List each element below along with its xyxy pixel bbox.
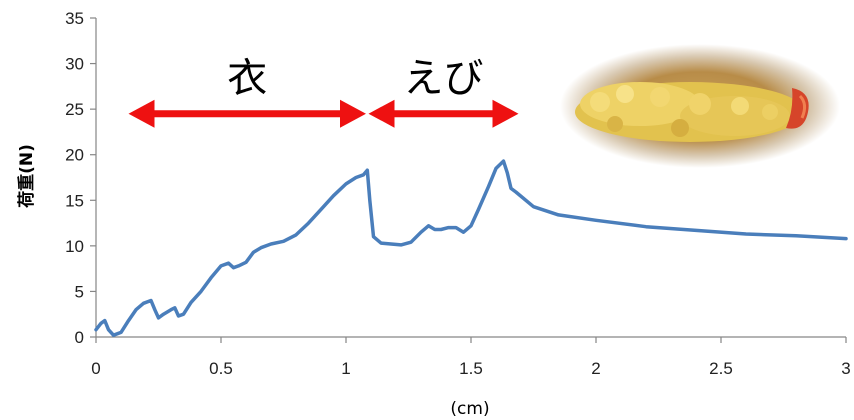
y-tick-label: 0 [75, 328, 84, 347]
y-tick-label: 5 [75, 282, 84, 301]
y-tick-label: 35 [65, 9, 84, 28]
x-axis-title: (cm) [450, 399, 489, 419]
y-tick-label: 15 [65, 191, 84, 210]
range-label: えび [404, 56, 484, 102]
range-label: 衣 [227, 56, 267, 102]
x-tick-label: 0.5 [209, 359, 233, 378]
x-tick-label: 2.5 [709, 359, 733, 378]
arrow-head-right [340, 99, 366, 128]
arrow-head-left [368, 99, 395, 128]
data-series-line [94, 159, 848, 337]
y-axis-title: 荷重(N) [16, 144, 37, 208]
x-tick-label: 1.5 [459, 359, 483, 378]
y-tick-label: 10 [65, 237, 84, 256]
x-tick-label: 1 [341, 359, 350, 378]
tempura-photo [560, 44, 840, 168]
x-tick-label: 2 [591, 359, 600, 378]
x-tick-label: 0 [91, 359, 100, 378]
x-tick-label: 3 [841, 359, 850, 378]
arrow-head-right [492, 99, 519, 128]
arrow-head-left [128, 99, 155, 128]
y-tick-label: 20 [65, 146, 84, 165]
y-tick-label: 30 [65, 55, 84, 74]
y-tick-label: 25 [65, 100, 84, 119]
